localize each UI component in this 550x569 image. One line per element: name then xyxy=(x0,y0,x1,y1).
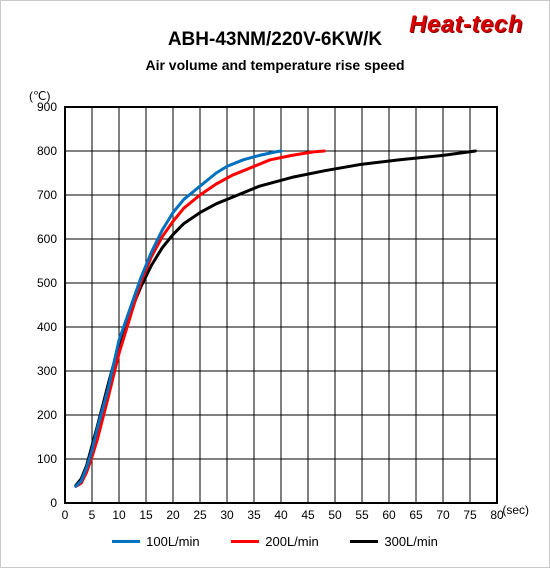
svg-text:800: 800 xyxy=(37,144,57,158)
svg-text:35: 35 xyxy=(247,508,261,522)
svg-text:100: 100 xyxy=(37,452,57,466)
svg-text:60: 60 xyxy=(382,508,396,522)
series-s300 xyxy=(76,151,476,485)
chart-page: Heat-tech ABH-43NM/220V-6KW/K Air volume… xyxy=(0,0,550,568)
svg-text:0: 0 xyxy=(62,508,69,522)
svg-text:50: 50 xyxy=(328,508,342,522)
legend: 100L/min 200L/min 300L/min xyxy=(1,531,549,549)
svg-text:80: 80 xyxy=(490,508,504,522)
svg-text:30: 30 xyxy=(220,508,234,522)
legend-item-200: 200L/min xyxy=(231,534,318,549)
svg-text:15: 15 xyxy=(139,508,153,522)
svg-text:5: 5 xyxy=(89,508,96,522)
svg-text:75: 75 xyxy=(463,508,477,522)
svg-text:70: 70 xyxy=(436,508,450,522)
legend-label-100: 100L/min xyxy=(146,534,199,549)
svg-text:20: 20 xyxy=(166,508,180,522)
svg-text:500: 500 xyxy=(37,276,57,290)
legend-swatch-200 xyxy=(231,540,259,543)
svg-text:900: 900 xyxy=(37,100,57,114)
svg-text:400: 400 xyxy=(37,320,57,334)
svg-text:10: 10 xyxy=(112,508,126,522)
svg-text:25: 25 xyxy=(193,508,207,522)
svg-text:45: 45 xyxy=(301,508,315,522)
svg-text:700: 700 xyxy=(37,188,57,202)
legend-item-300: 300L/min xyxy=(350,534,437,549)
svg-text:65: 65 xyxy=(409,508,423,522)
svg-text:300: 300 xyxy=(37,364,57,378)
legend-label-200: 200L/min xyxy=(265,534,318,549)
legend-swatch-300 xyxy=(350,540,378,543)
svg-text:55: 55 xyxy=(355,508,369,522)
legend-swatch-100 xyxy=(112,540,140,543)
chart-svg: 0510152025303540455055606570758001002003… xyxy=(1,1,550,569)
svg-text:200: 200 xyxy=(37,408,57,422)
svg-text:600: 600 xyxy=(37,232,57,246)
svg-text:40: 40 xyxy=(274,508,288,522)
svg-text:0: 0 xyxy=(50,496,57,510)
legend-item-100: 100L/min xyxy=(112,534,199,549)
series-s100 xyxy=(76,151,281,486)
legend-label-300: 300L/min xyxy=(384,534,437,549)
